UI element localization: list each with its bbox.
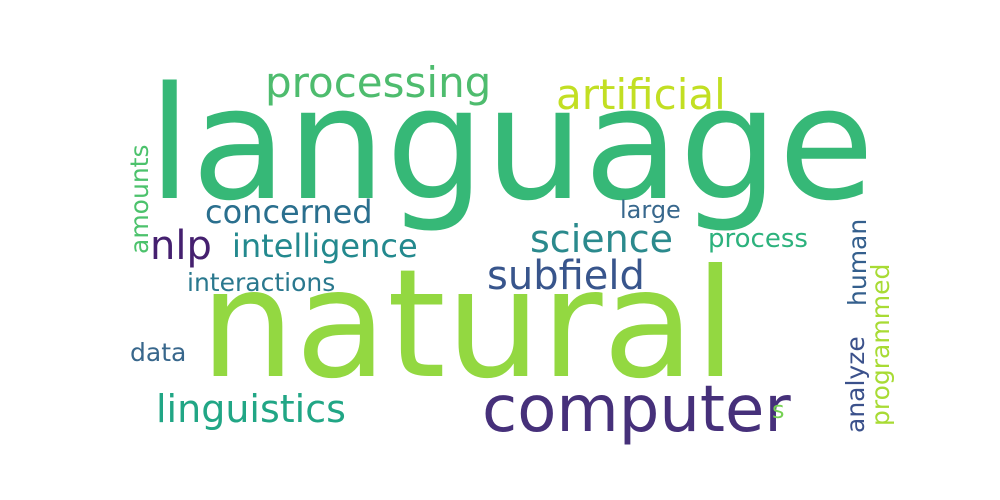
word-nlp: nlp [150, 223, 212, 269]
word-s: s [772, 396, 785, 424]
word-large: large [620, 196, 681, 224]
word-science: science [530, 217, 673, 261]
word-interactions: interactions [187, 268, 336, 297]
word-programmed: programmed [866, 263, 895, 426]
word-process: process [708, 224, 808, 254]
word-artificial: artificial [556, 70, 726, 119]
word-intelligence: intelligence [232, 227, 418, 265]
word-computer: computer [482, 373, 791, 447]
word-analyze: analyze [841, 336, 870, 433]
word-subfield: subfield [487, 253, 645, 299]
word-linguistics: linguistics [156, 387, 346, 431]
word-natural: natural [200, 238, 737, 412]
word-data: data [130, 338, 187, 367]
word-processing: processing [265, 58, 492, 107]
word-language: language [148, 53, 875, 235]
word-concerned: concerned [205, 193, 373, 231]
word-amounts: amounts [125, 144, 154, 255]
